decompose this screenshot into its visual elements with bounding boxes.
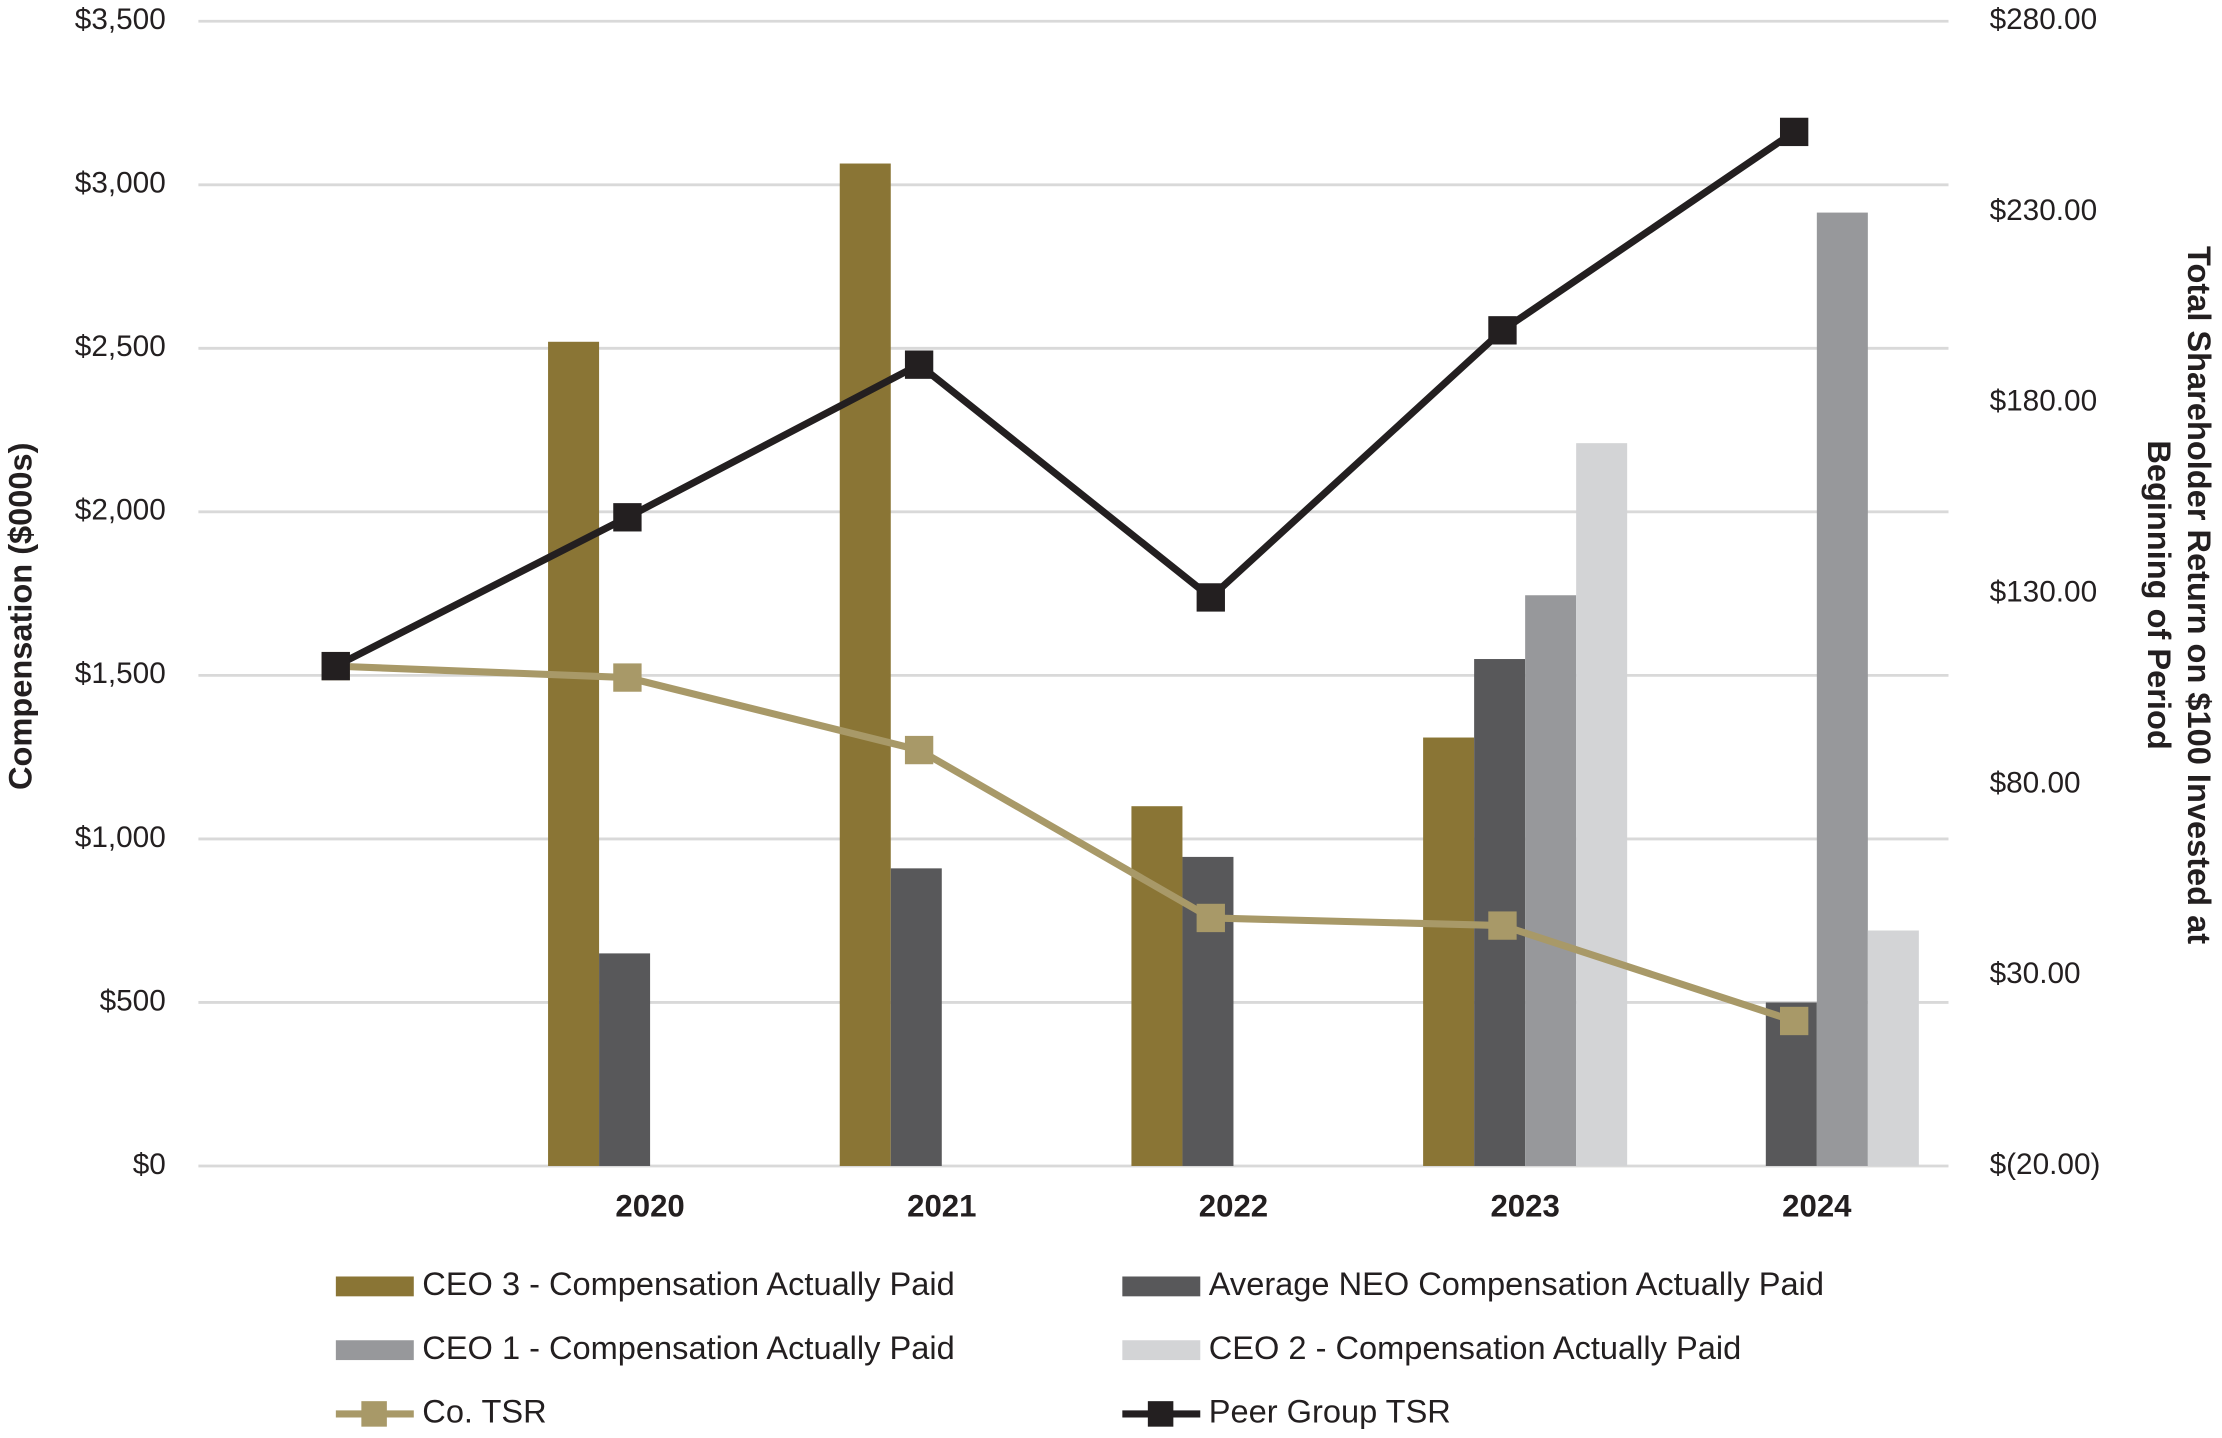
bar (548, 341, 600, 1166)
legend-label: Peer Group TSR (1209, 1394, 1451, 1430)
y-tick-label: $1,500 (75, 657, 166, 690)
legend-label: Average NEO Compensation Actually Paid (1209, 1266, 1824, 1302)
marker (1488, 911, 1517, 940)
bar (839, 163, 891, 1166)
legend-label: Co. TSR (422, 1394, 546, 1430)
y2-tick-label: $80.00 (1990, 766, 2081, 799)
bar (1131, 806, 1183, 1166)
x-tick-label: 2022 (1199, 1189, 1268, 1224)
legend-label: CEO 1 - Compensation Actually Paid (422, 1330, 954, 1366)
y2-tick-label: $180.00 (1990, 385, 2098, 418)
marker (613, 663, 642, 692)
line (334, 128, 1797, 670)
bar (1423, 737, 1475, 1166)
y2-axis-title: Total Shareholder Return on $100 Investe… (2181, 246, 2217, 944)
bar (1576, 443, 1628, 1166)
marker (1196, 903, 1225, 933)
marker (613, 503, 642, 532)
y-tick-label: $2,000 (75, 494, 166, 527)
marker (904, 350, 934, 379)
y-axis-title: Compensation ($000s) (2, 443, 38, 791)
x-tick-label: 2020 (615, 1189, 684, 1224)
legend-swatch (335, 1276, 414, 1297)
y2-tick-label: $280.00 (1990, 3, 2098, 36)
y-tick-label: $500 (100, 984, 166, 1017)
y2-tick-label: $30.00 (1990, 957, 2081, 990)
bar (890, 868, 942, 1166)
x-tick-label: 2024 (1782, 1189, 1852, 1224)
bar (1867, 930, 1919, 1166)
line (335, 662, 1796, 1025)
x-tick-label: 2021 (907, 1189, 976, 1224)
y-tick-label: $3,000 (75, 167, 166, 200)
marker (904, 735, 934, 765)
marker (321, 651, 350, 681)
y-tick-label: $1,000 (75, 821, 166, 854)
legend-swatch (335, 1340, 414, 1361)
y2-tick-label: $230.00 (1990, 194, 2098, 227)
legend-label: CEO 2 - Compensation Actually Paid (1209, 1330, 1741, 1366)
y-tick-label: $3,500 (75, 3, 166, 36)
legend-swatch (1122, 1340, 1201, 1361)
marker (1779, 117, 1809, 147)
y-tick-label: $2,500 (75, 330, 166, 363)
bar (599, 953, 651, 1166)
legend-swatch (361, 1401, 387, 1427)
legend-swatch (1122, 1276, 1201, 1297)
y2-tick-label: $130.00 (1990, 575, 2098, 608)
legend-label: CEO 3 - Compensation Actually Paid (422, 1266, 954, 1302)
bar (1816, 212, 1868, 1166)
marker (1779, 1006, 1809, 1036)
y2-tick-label: $(20.00) (1990, 1148, 2101, 1181)
x-tick-label: 2023 (1490, 1189, 1559, 1224)
y-tick-label: $0 (133, 1148, 166, 1181)
legend-swatch (1147, 1401, 1174, 1427)
y2-axis-title: Beginning of Period (2141, 440, 2177, 749)
marker (1488, 316, 1517, 345)
bar (1525, 595, 1577, 1166)
marker (1196, 583, 1225, 612)
